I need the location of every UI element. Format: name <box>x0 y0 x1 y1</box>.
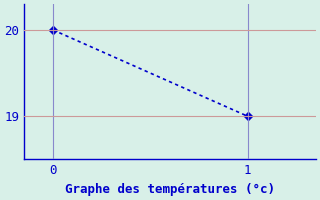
X-axis label: Graphe des températures (°c): Graphe des températures (°c) <box>65 183 275 196</box>
